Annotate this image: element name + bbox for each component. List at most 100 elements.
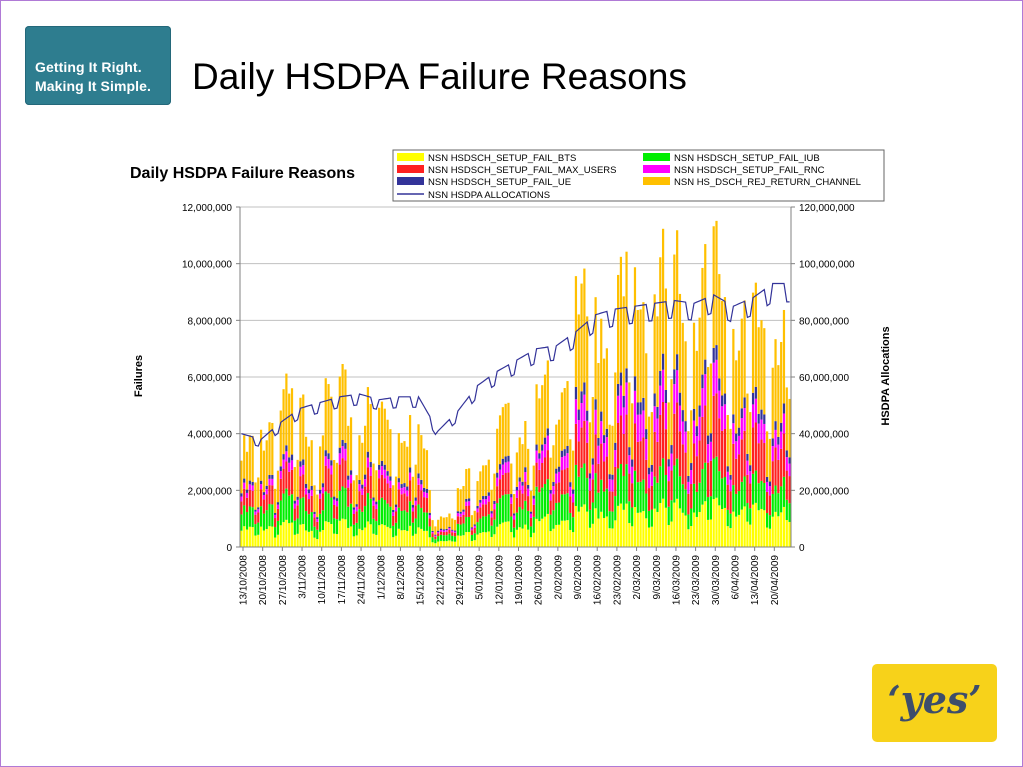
bar-segment-ue: [721, 395, 724, 407]
bar-segment-rej-return-channel: [569, 439, 572, 483]
bar-segment-rej-return-channel: [546, 360, 549, 429]
bar-segment-max-users: [633, 423, 637, 471]
bar-segment-rej-return-channel: [428, 490, 431, 513]
bar-segment-iub: [631, 507, 634, 527]
bar-segment-bts: [566, 520, 569, 547]
bar-segment-bts: [321, 530, 325, 547]
bar-segment-rnc: [349, 474, 353, 484]
bar-segment-max-users: [333, 504, 336, 519]
bar-segment-rnc: [709, 441, 712, 461]
bar-segment-rej-return-channel: [462, 486, 465, 510]
bar-segment-rej-return-channel: [743, 300, 746, 398]
bar-segment-rej-return-channel: [476, 481, 479, 506]
bar-segment-rnc: [248, 484, 251, 490]
bar-segment-rnc: [498, 469, 502, 480]
bar-segment-bts: [692, 512, 696, 547]
bar-segment-ue: [639, 402, 642, 415]
bar-segment-rej-return-channel: [254, 482, 257, 510]
bar-segment-bts: [549, 531, 552, 547]
bar-segment-iub: [771, 493, 774, 517]
bar-segment-bts: [656, 511, 659, 547]
bar-segment-rnc: [546, 435, 549, 451]
bar-segment-rej-return-channel: [549, 457, 552, 491]
bar-segment-bts: [352, 536, 355, 547]
bar-segment-max-users: [664, 429, 668, 476]
bar-segment-rnc: [403, 487, 406, 494]
bar-segment-iub: [723, 477, 727, 508]
x-tick-label: 9/03/2009: [652, 555, 663, 600]
y2-tick-label: 120,000,000: [799, 203, 855, 214]
bar-segment-max-users: [541, 463, 544, 488]
bar-segment-bts: [380, 524, 384, 547]
bar-segment-bts: [777, 516, 780, 547]
bar-segment-iub: [591, 502, 594, 524]
bar-segment-ue: [479, 499, 482, 503]
bar-segment-iub: [439, 534, 443, 541]
bar-segment-rnc: [715, 359, 718, 394]
bar-segment-max-users: [563, 469, 566, 495]
bar-segment-rej-return-channel: [285, 373, 288, 446]
bar-segment-rej-return-channel: [274, 488, 277, 513]
bar-segment-bts: [498, 524, 502, 547]
bar-segment-ue: [535, 444, 538, 451]
bar-segment-rej-return-channel: [355, 475, 358, 505]
bar-segment-iub: [378, 500, 381, 526]
bar-segment-iub: [574, 464, 578, 506]
bar-segment-ue: [541, 444, 544, 451]
bar-segment-max-users: [498, 479, 502, 499]
bar-segment-rnc: [321, 487, 325, 494]
legend-swatch: [397, 153, 424, 161]
bar-segment-bts: [411, 535, 414, 547]
bar-segment-bts: [366, 521, 370, 547]
bar-segment-ue: [580, 391, 583, 404]
bar-segment-max-users: [605, 456, 608, 489]
bar-segment-iub: [661, 458, 665, 499]
bar-segment-max-users: [653, 431, 656, 477]
bar-segment-iub: [546, 479, 549, 514]
bar-segment-bts: [681, 512, 684, 547]
bar-segment-ue: [510, 494, 513, 498]
bar-segment-rnc: [392, 512, 395, 516]
bar-segment-max-users: [285, 461, 288, 489]
bar-segment-iub: [296, 518, 299, 534]
bar-segment-iub: [473, 533, 476, 541]
bar-segment-max-users: [763, 443, 766, 483]
bar-segment-ue: [431, 530, 434, 533]
x-tick-label: 5/01/2009: [475, 555, 486, 600]
bar-segment-bts: [473, 540, 476, 547]
bar-segment-max-users: [394, 511, 398, 523]
bar-segment-bts: [423, 530, 426, 547]
y-tick-label: 0: [226, 543, 232, 554]
bar-segment-iub: [673, 465, 676, 503]
bar-segment-bts: [521, 528, 524, 547]
bar-segment-rnc: [482, 499, 485, 505]
bar-segment-max-users: [400, 494, 403, 511]
bar-segment-max-users: [243, 488, 246, 506]
bar-segment-rej-return-channel: [271, 422, 274, 475]
bar-segment-bts: [763, 510, 766, 547]
bar-segment-ue: [445, 528, 448, 531]
bar-segment-ue: [659, 370, 662, 386]
bar-segment-iub: [532, 516, 535, 533]
bar-segment-ue: [290, 454, 294, 461]
bar-segment-max-users: [757, 443, 760, 484]
bar-segment-rej-return-channel: [746, 393, 749, 454]
bar-segment-max-users: [319, 498, 322, 514]
bar-segment-iub: [664, 475, 668, 508]
bar-segment-ue: [507, 455, 510, 462]
bar-segment-max-users: [423, 497, 426, 513]
bar-segment-max-users: [602, 461, 606, 492]
bar-segment-rnc: [296, 499, 299, 506]
bar-segment-iub: [656, 482, 659, 512]
bar-segment-rnc: [369, 467, 372, 477]
bar-segment-rej-return-channel: [333, 459, 336, 497]
bar-segment-bts: [240, 530, 243, 547]
bar-segment-iub: [749, 508, 752, 525]
bar-segment-ue: [456, 511, 459, 514]
bar-segment-max-users: [240, 501, 243, 515]
bar-segment-max-users: [434, 536, 437, 540]
bar-segment-iub: [459, 524, 462, 536]
bar-segment-iub: [701, 469, 704, 505]
bar-segment-rnc: [389, 480, 392, 488]
x-tick-label: 23/03/2009: [691, 555, 702, 605]
